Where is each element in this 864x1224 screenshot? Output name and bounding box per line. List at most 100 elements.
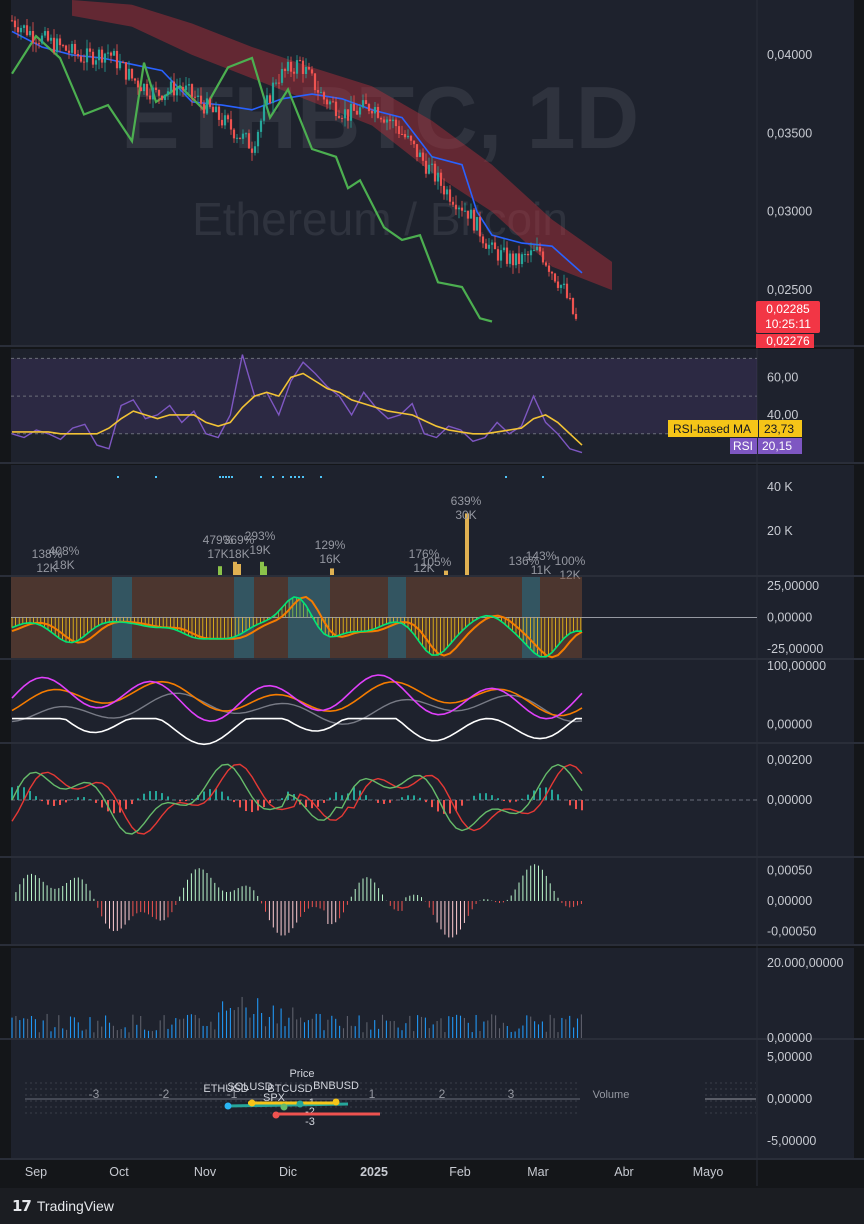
corr-point [248,1099,256,1107]
candle-body [451,201,455,205]
stoch-magenta-line [11,674,583,723]
hist-bars [15,864,582,938]
candle-body [268,95,272,104]
x-axis-label: 2025 [360,1165,388,1179]
candle-body [310,69,314,74]
candle-body [205,98,209,114]
candle-body [208,98,212,107]
spike-annotation-pct: 136% [509,554,540,568]
macd-signal-line [11,763,583,835]
stoch-gray-line [11,692,583,725]
rsi-ma-legend-value: 23,73 [764,422,794,436]
candle-body [325,99,329,105]
candle-body [565,283,569,298]
macd-hist-bar [479,793,481,800]
macd-hist-bar [461,800,463,806]
spike-marker-dot [542,476,544,478]
baseline-line [11,30,583,274]
candle-body [241,133,245,139]
macd-hist-bar [149,791,151,800]
spike-axis-tick-label: 20 K [767,524,793,538]
candle-body [40,35,44,44]
spike-annotation-pct: 138% [32,547,63,561]
candle-body [475,217,479,231]
candle-body [151,87,155,100]
macd-hist-bar [365,795,367,800]
spike-marker-dot [294,476,296,478]
spike-annotation-value: 17K [207,547,228,561]
candle-body [307,66,311,70]
candle-body [220,119,224,126]
candle-body [526,253,530,256]
candle-body [439,172,443,186]
spike-annotation-pct: 369% [224,533,255,547]
candle-body [364,100,368,105]
candle-body [58,38,62,46]
candle-body [502,247,506,251]
macd-hist-bar [383,800,385,804]
candle-body [388,119,392,122]
candle-body [154,87,158,91]
rsi-ma-legend-box [668,420,758,437]
macd-hist-bar [323,800,325,803]
spike-annotation-pct: 100% [555,554,586,568]
candle-body [412,140,416,145]
rsi-legend-name: RSI [733,439,753,453]
candle-body [421,152,425,161]
pane-2-background [11,349,854,462]
rsi-ma-legend-name: RSI-based MA [673,422,751,436]
candle-body [85,48,89,63]
candle-body [34,42,38,44]
tradingview-logo[interactable]: 17 TradingView [12,1197,114,1215]
macd-hist-bar [11,787,13,800]
candle-body [115,50,119,69]
macd-hist-bar [437,800,439,812]
candle-body [346,109,350,121]
corr-axis-tick-label: -5,00000 [767,1134,816,1148]
price-axis-tick-label: 0,03500 [767,126,812,140]
candle-body [256,131,260,147]
macd-hist-bar [527,794,529,800]
candle-body [52,37,56,53]
candle-body [46,31,50,41]
corr-point [224,1102,232,1110]
corr-label: SPX [263,1092,286,1104]
candle-body [202,103,206,114]
corr-label: Volume [593,1089,630,1101]
candle-body [130,68,134,79]
last-price-value: 0,02285 [766,302,810,316]
spike-axis-tick-label: 40 K [767,480,793,494]
candle-body [373,107,377,114]
candle-body [250,148,254,153]
candle-body [103,53,107,63]
candle-body [574,313,578,319]
spike-annotation-value: 11K [531,563,551,577]
tradingview-logo-text: TradingView [36,1198,114,1214]
x-axis-label: Oct [109,1165,129,1179]
spike-annotation-pct: 143% [526,549,557,563]
candle-body [214,106,218,113]
corr-inner-tick: 2 [439,1087,446,1101]
candle-body [139,87,143,92]
candle-body [529,250,533,256]
candle-body [136,80,140,88]
macd-hist-bar [287,791,289,800]
candle-body [538,246,542,252]
macd-hist-bar [581,800,583,811]
candle-body [454,204,458,210]
candle-body [25,25,29,36]
candle-body [397,126,401,134]
volume-axis-tick-label: 0,00000 [767,1031,812,1045]
candle-body [313,73,317,91]
candle-body [472,209,476,231]
macd-hist-bar [53,800,55,806]
macd-hist-bar [35,796,37,800]
price-axis-tick-label: 0,02500 [767,283,812,297]
corr-inner-tick: 3 [508,1087,515,1101]
hist-axis-tick-label: -0,00050 [767,925,816,939]
spike-bar [233,561,237,575]
macd-hist-bar [233,800,235,803]
hist-axis-tick-label: 0,00050 [767,863,812,877]
candle-body [163,94,167,100]
